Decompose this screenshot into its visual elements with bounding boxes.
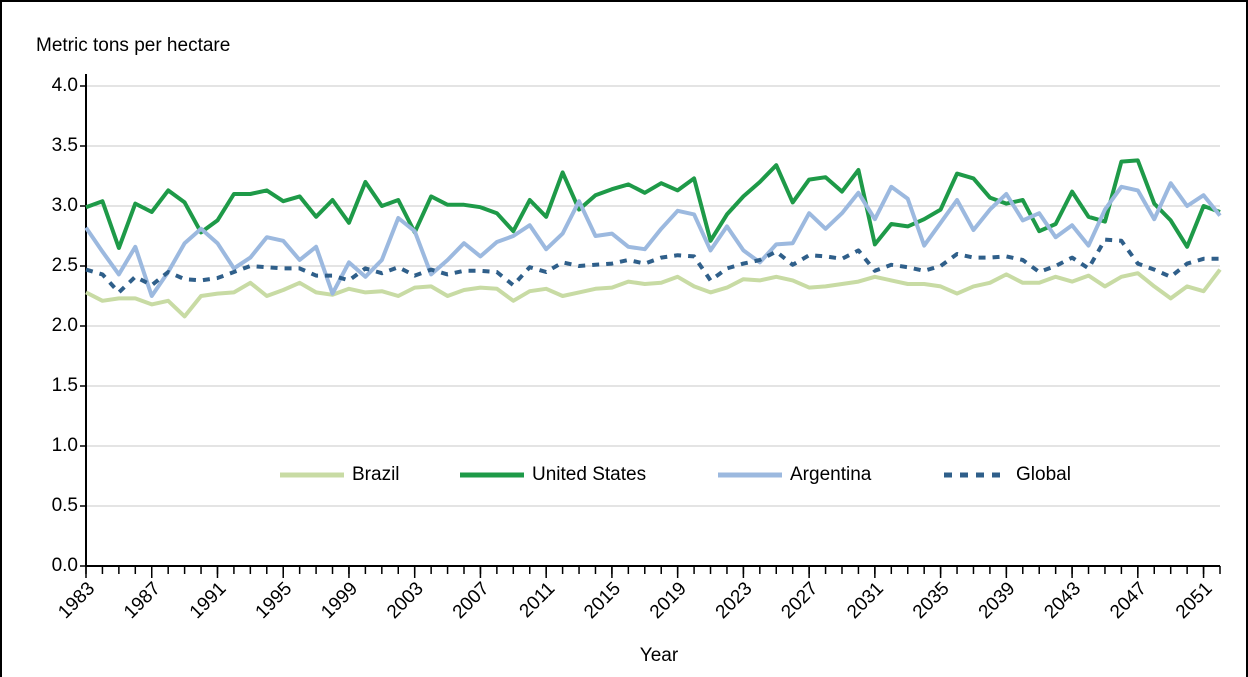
y-tick-label: 2.0: [52, 315, 78, 336]
y-tick-label: 2.5: [52, 255, 78, 276]
y-tick-label: 4.0: [52, 75, 78, 96]
legend-label: Brazil: [352, 464, 400, 485]
x-tick-label: 2035: [909, 578, 954, 623]
x-tick-label: 1987: [120, 578, 165, 623]
legend-label: United States: [532, 464, 646, 485]
x-tick-label: 1991: [186, 578, 231, 623]
legend-label: Global: [1016, 464, 1071, 485]
x-tick-label: 1995: [252, 578, 297, 623]
series-line: [84, 181, 1222, 298]
legend-label: Argentina: [790, 464, 872, 485]
y-axis-label: Metric tons per hectare: [36, 35, 230, 56]
x-tick-label: 2043: [1040, 578, 1085, 623]
y-tick-label: 0.5: [52, 495, 78, 516]
y-tick-label: 0.0: [52, 555, 78, 576]
y-tick-label: 3.0: [52, 195, 78, 216]
series-line: [85, 158, 1221, 250]
x-axis-label: Year: [640, 645, 679, 666]
x-tick-label: 2015: [580, 578, 625, 623]
x-tick-label: 2011: [516, 578, 560, 622]
x-tick-label: 1999: [317, 578, 362, 623]
y-tick-label: 1.0: [52, 435, 78, 456]
x-tick-label: 2047: [1106, 578, 1151, 623]
x-tick-label: 2027: [777, 578, 822, 623]
y-tick-label: 1.5: [52, 375, 78, 396]
x-tick-label: 2039: [975, 578, 1020, 623]
x-tick-label: 1983: [54, 578, 99, 623]
x-tick-label: 2007: [449, 578, 494, 623]
x-tick-label: 2023: [712, 578, 757, 623]
x-tick-label: 2003: [383, 578, 428, 623]
series-line: [85, 268, 1222, 319]
x-tick-label: 2019: [646, 578, 691, 623]
x-tick-label: 2031: [843, 578, 888, 623]
x-tick-label: 2051: [1172, 578, 1217, 623]
y-tick-label: 3.5: [52, 135, 78, 156]
series-line: [85, 237, 1220, 295]
